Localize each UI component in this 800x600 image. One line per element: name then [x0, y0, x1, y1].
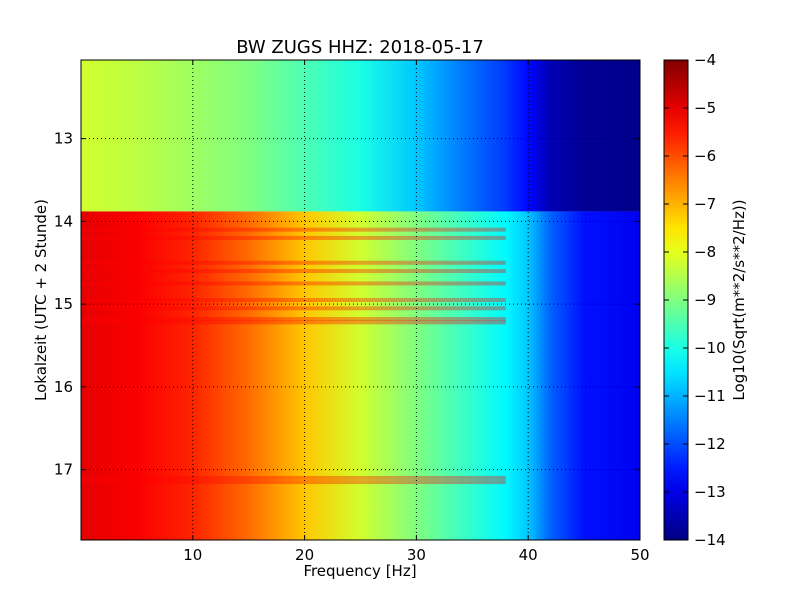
y-axis-ticks: 13 14 15 16 17	[54, 130, 640, 479]
spectrogram-segment	[81, 60, 640, 212]
colorbar-tick-label: −6	[694, 147, 716, 165]
x-tick-label: 40	[519, 546, 538, 564]
y-tick-label: 15	[54, 295, 73, 313]
colorbar-tick-label: −4	[694, 51, 716, 69]
spectrogram-band	[81, 260, 506, 265]
colorbar-ticks: −4 −5 −6 −7 −8 −9 −10 −11 −12 −13 −14	[664, 51, 726, 549]
spectrogram-segment	[81, 211, 640, 540]
x-axis-label: Frequency [Hz]	[303, 562, 416, 580]
y-tick-label: 13	[54, 130, 73, 148]
colorbar-label: Log10(Sqrt(m**2/s**2/Hz))	[730, 199, 748, 400]
spectrogram-band	[81, 298, 506, 302]
spectrogram-band	[81, 281, 506, 286]
colorbar-tick-label: −13	[694, 483, 726, 501]
colorbar-tick-label: −7	[694, 195, 716, 213]
x-tick-label: 30	[407, 546, 426, 564]
x-tick-label: 50	[630, 546, 649, 564]
spectrogram-band	[81, 475, 506, 480]
spectrogram-band	[81, 269, 506, 274]
y-tick-label: 16	[54, 378, 73, 396]
colorbar-tick-label: −5	[694, 99, 716, 117]
colorbar-tick-label: −9	[694, 291, 716, 309]
plot-area	[81, 60, 640, 540]
plot-frame	[80, 59, 641, 541]
x-axis-ticks: 10 20 30 40 50	[183, 60, 650, 564]
x-tick-label: 20	[295, 546, 314, 564]
y-tick-label: 14	[54, 212, 73, 230]
colorbar-tick-label: −14	[694, 531, 726, 549]
spectrogram-band	[81, 227, 506, 232]
colorbar-tick-label: −10	[694, 339, 726, 357]
spectrogram-band	[81, 235, 506, 240]
spectrogram-band	[81, 306, 506, 311]
spectrogram-band	[81, 317, 506, 322]
colorbar-tick-label: −12	[694, 435, 726, 453]
grid-lines	[81, 60, 640, 540]
spectrogram-band	[81, 480, 506, 485]
colorbar-tick-label: −8	[694, 243, 716, 261]
y-tick-label: 17	[54, 461, 73, 479]
x-tick-label: 10	[183, 546, 202, 564]
y-axis-label: Lokalzeit (UTC + 2 Stunde)	[32, 199, 50, 401]
colorbar-tick-label: −11	[694, 387, 726, 405]
chart-title: BW ZUGS HHZ: 2018-05-17	[236, 37, 484, 58]
spectrogram-band	[81, 320, 506, 325]
